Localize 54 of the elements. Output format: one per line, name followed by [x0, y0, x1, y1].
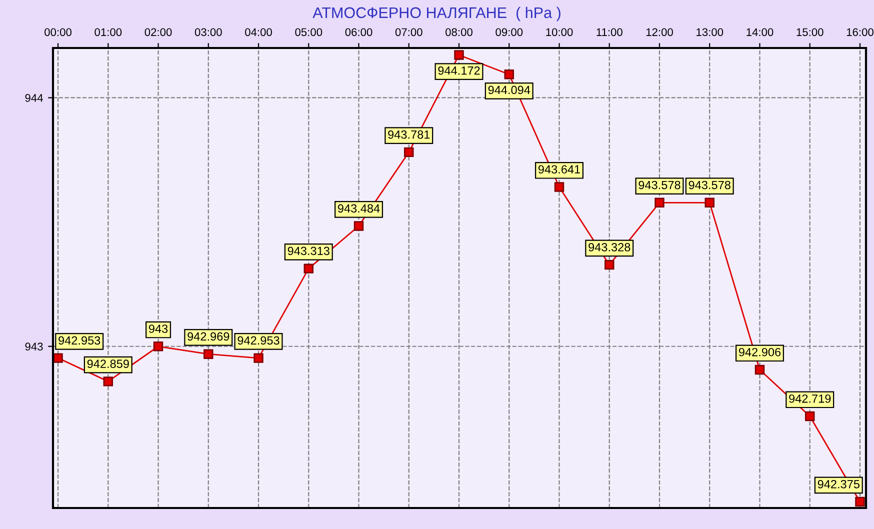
chart-title: АТМОСФЕРНО НАЛЯГАНЕ ( hPa )	[312, 6, 560, 22]
point	[654, 198, 664, 208]
point	[554, 182, 564, 192]
data-label: 942.953	[238, 336, 280, 345]
x-tick-label: 11:00	[596, 28, 622, 36]
x-tick-label: 12:00	[646, 28, 673, 36]
point	[153, 342, 164, 352]
point	[404, 147, 414, 158]
point	[504, 69, 514, 80]
x-tick-label: 03:00	[194, 28, 222, 36]
x-tick-label: 13:00	[696, 28, 724, 36]
line-series	[53, 50, 865, 507]
data-label: 942.953	[58, 336, 100, 345]
point	[604, 260, 614, 270]
x-tick-label: 06:00	[345, 28, 372, 36]
x-tick-label: 04:00	[245, 28, 272, 36]
point	[754, 364, 765, 375]
x-tick-label: 09:00	[496, 28, 523, 36]
data-label: 944.094	[488, 86, 530, 94]
data-label: 943.578	[688, 180, 730, 190]
y-tick-label: 944	[25, 94, 43, 102]
x-tick-label: 07:00	[395, 28, 422, 36]
data-label: 942.719	[789, 394, 831, 403]
data-label: 942.375	[818, 480, 860, 488]
data-label: 943.578	[638, 180, 680, 190]
data-label: 943.781	[388, 130, 430, 139]
x-tick-label: 15:00	[796, 28, 824, 36]
x-tick-label: 10:00	[546, 28, 573, 36]
x-tick-label: 05:00	[295, 28, 322, 36]
point	[204, 349, 214, 359]
point	[855, 496, 865, 507]
data-label: 943	[148, 324, 168, 333]
point	[805, 411, 815, 422]
x-tick-label: 08:00	[446, 28, 472, 36]
point	[354, 221, 364, 231]
data-label: 944.172	[438, 66, 480, 75]
data-label: 943.484	[338, 204, 380, 213]
data-label: 943.328	[588, 243, 630, 252]
point	[304, 264, 314, 274]
point	[704, 198, 714, 208]
x-tick-label: 02:00	[144, 28, 172, 36]
data-label: 942.859	[87, 360, 129, 368]
point	[53, 353, 63, 363]
data-label: 942.969	[188, 332, 230, 341]
x-tick-label: 16:00	[846, 28, 874, 36]
data-label: 943.641	[538, 165, 580, 174]
data-label: 943.313	[288, 246, 330, 256]
point	[254, 353, 264, 363]
data-label: 942.906	[738, 348, 781, 356]
x-tick-label: 00:00	[44, 28, 72, 36]
x-tick-label: 14:00	[746, 28, 774, 36]
x-tick-label: 01:00	[94, 28, 122, 36]
point	[454, 50, 464, 60]
point	[103, 376, 113, 386]
